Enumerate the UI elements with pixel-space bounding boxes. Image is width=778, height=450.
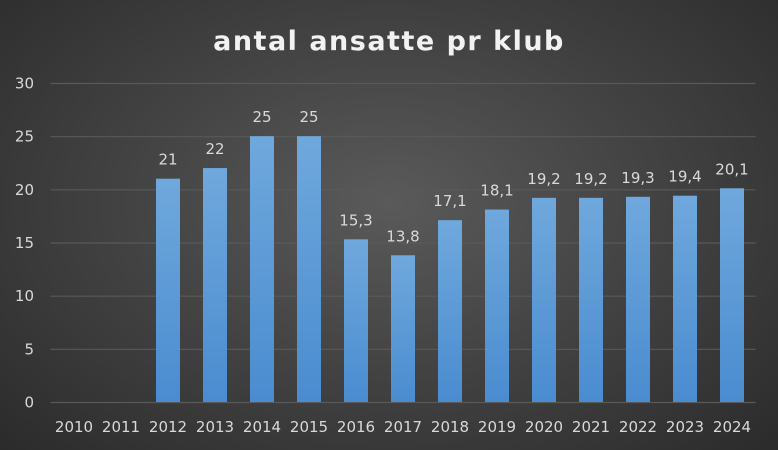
bar [673, 195, 697, 402]
y-tick-label: 0 [24, 394, 34, 412]
x-tick-label: 2020 [525, 418, 563, 436]
data-label: 25 [252, 108, 271, 126]
y-tick-label: 15 [15, 234, 34, 252]
x-tick-label: 2023 [666, 418, 704, 436]
data-label: 13,8 [386, 227, 419, 245]
x-tick-label: 2015 [290, 418, 328, 436]
y-tick-label: 5 [24, 340, 34, 358]
x-tick-label: 2021 [572, 418, 610, 436]
data-label: 25 [299, 108, 318, 126]
data-label: 19,2 [527, 170, 560, 188]
bar [297, 136, 321, 402]
x-tick-label: 2018 [431, 418, 469, 436]
x-tick-label: 2013 [196, 418, 234, 436]
data-label: 19,3 [621, 169, 654, 187]
x-tick-label: 2022 [619, 418, 657, 436]
bar [156, 178, 180, 402]
bar [485, 209, 509, 402]
x-tick-label: 2017 [384, 418, 422, 436]
data-label: 19,2 [574, 170, 607, 188]
bar [438, 220, 462, 402]
bar [344, 239, 368, 402]
y-tick-label: 10 [15, 287, 34, 305]
bar [720, 188, 744, 402]
bar [532, 197, 556, 402]
bar [391, 255, 415, 402]
bar [579, 197, 603, 402]
data-label: 15,3 [339, 211, 372, 229]
chart-title: antal ansatte pr klub [213, 26, 565, 57]
data-label: 20,1 [715, 160, 748, 178]
bar [250, 136, 274, 402]
x-tick-label: 2016 [337, 418, 375, 436]
y-tick-label: 25 [15, 128, 34, 146]
data-label: 17,1 [433, 192, 466, 210]
data-label: 22 [205, 140, 224, 158]
x-tick-label: 2011 [102, 418, 140, 436]
y-tick-label: 20 [15, 181, 34, 199]
x-tick-label: 2014 [243, 418, 281, 436]
y-tick-label: 30 [15, 75, 34, 93]
x-tick-label: 2019 [478, 418, 516, 436]
bar [203, 168, 227, 402]
data-label: 21 [158, 151, 177, 169]
x-tick-label: 2010 [55, 418, 93, 436]
x-tick-label: 2012 [149, 418, 187, 436]
data-label: 18,1 [480, 182, 513, 200]
data-label: 19,4 [668, 168, 701, 186]
x-tick-label: 2024 [713, 418, 751, 436]
bar [626, 196, 650, 402]
